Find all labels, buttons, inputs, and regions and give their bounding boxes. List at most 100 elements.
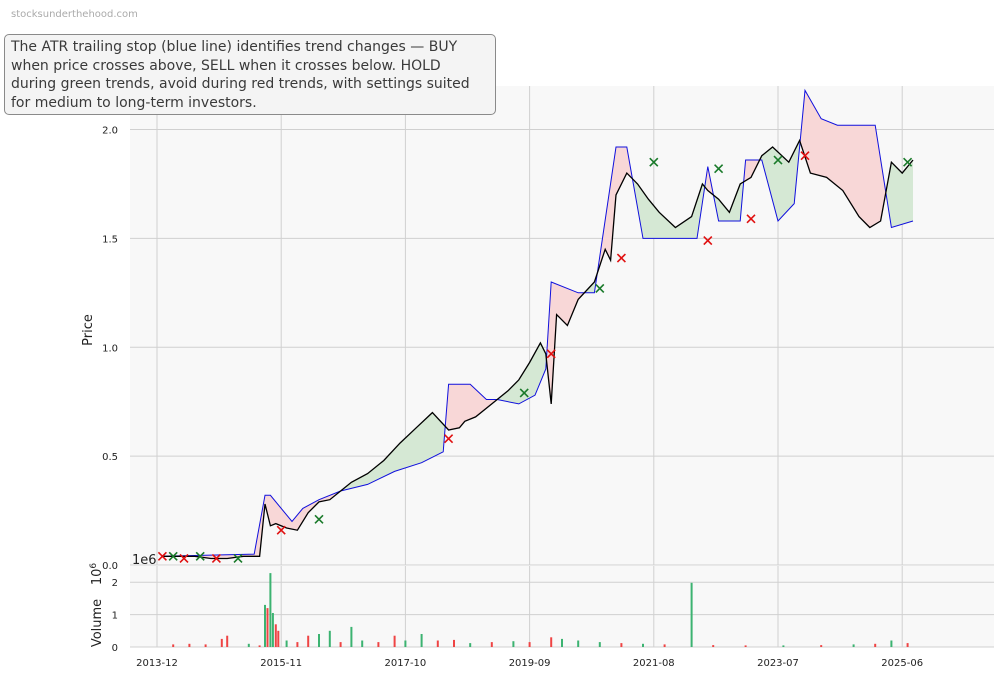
sell-signal-marker	[211, 553, 221, 564]
volume-bar	[277, 630, 280, 647]
buy-signal-marker	[773, 155, 783, 165]
volume-bar	[274, 624, 277, 647]
volume-bar	[782, 645, 785, 647]
sell-marker-stroke	[211, 553, 221, 564]
sell-signal-marker	[546, 349, 556, 359]
buy-signal-marker	[714, 164, 724, 174]
date-tick-label: 2019-09	[509, 658, 551, 669]
volume-bar	[874, 643, 877, 647]
volume-bar	[393, 635, 396, 647]
volume-bar	[271, 613, 274, 647]
volume-unit-base: 10	[90, 569, 105, 586]
sell-marker-stroke	[179, 553, 189, 564]
price-tick-label: 1.5	[102, 234, 118, 245]
buy-signal-marker	[649, 157, 659, 167]
volume-bar	[469, 643, 472, 647]
bearish-trend-fill	[744, 157, 761, 182]
volume-unit-label: 106	[89, 563, 105, 586]
volume-bar	[220, 638, 223, 647]
sell-signal-marker	[746, 214, 756, 224]
volume-bar	[744, 645, 747, 647]
volume-bar	[420, 634, 423, 647]
bearish-trend-fill	[800, 92, 887, 228]
buy-marker-stroke	[233, 553, 243, 564]
buy-signal-marker	[195, 551, 205, 561]
buy-signal-marker	[595, 283, 605, 294]
sell-marker-stroke	[157, 551, 167, 561]
bearish-trend-fill	[445, 384, 499, 430]
volume-bar	[264, 604, 266, 647]
bullish-trend-fill	[633, 174, 707, 239]
buy-marker-stroke	[314, 514, 324, 524]
volume-panel-background	[130, 566, 994, 647]
volume-axis-label: Volume	[90, 599, 105, 647]
volume-bar	[188, 643, 191, 647]
volume-bar	[690, 582, 693, 647]
volume-bar	[490, 642, 493, 647]
volume-bar	[436, 640, 439, 647]
buy-signal-marker	[233, 553, 243, 564]
sell-marker-stroke	[746, 214, 756, 224]
volume-tick-label: 0	[112, 643, 118, 654]
volume-bar	[663, 644, 666, 647]
volume-bar	[906, 643, 909, 647]
buy-marker-stroke	[649, 157, 659, 167]
axis-labels: 0.0 0.5 1.0 1.5 2.0 0 1 2 2013-12 2015-11 2017-10 2…	[102, 126, 923, 669]
volume-bar	[247, 643, 250, 647]
volume-bar	[453, 639, 455, 647]
bearish-trend-fill	[547, 282, 585, 401]
volume-bar	[377, 642, 380, 647]
buy-marker-stroke	[195, 551, 205, 561]
volume-bar	[577, 640, 580, 647]
sell-signal-marker	[157, 551, 167, 561]
volume-bar	[269, 573, 272, 647]
volume-bar	[712, 645, 715, 647]
volume-bar	[642, 643, 644, 647]
buy-signal-marker	[314, 514, 324, 524]
volume-bar	[598, 642, 601, 647]
buy-marker-stroke	[903, 157, 913, 167]
volume-bar	[550, 637, 553, 647]
volume-bar	[404, 640, 407, 647]
sell-marker-stroke	[276, 525, 286, 535]
sell-marker-stroke	[546, 349, 556, 359]
volume-bar	[528, 642, 531, 647]
volume-bar	[512, 641, 515, 647]
buy-marker-stroke	[168, 551, 178, 561]
buy-marker-stroke	[595, 283, 605, 294]
bullish-trend-fill	[340, 412, 446, 491]
date-tick-label: 2023-07	[757, 658, 799, 669]
sell-signal-marker	[276, 525, 286, 535]
sell-marker-stroke	[444, 434, 454, 444]
sell-signal-marker	[179, 553, 189, 564]
bullish-trend-fill	[714, 176, 745, 221]
atr-stop-line	[162, 88, 914, 557]
volume-bar	[172, 644, 175, 647]
bullish-trend-fill	[584, 270, 598, 293]
volume-bar	[350, 626, 353, 647]
sell-marker-stroke	[800, 151, 810, 161]
sell-signal-marker	[444, 434, 454, 444]
volume-tick-label: 1	[112, 611, 118, 622]
volume-bar	[890, 640, 893, 647]
buy-signal-marker	[168, 551, 178, 561]
volume-bar	[852, 644, 855, 647]
bullish-trend-fill	[886, 160, 913, 228]
volume-bar	[328, 630, 331, 647]
volume-offset-text: 1e6	[132, 553, 157, 568]
watermark-text: stocksunderthehood.com	[11, 9, 138, 20]
price-axis-label: Price	[81, 314, 96, 346]
price-tick-label: 0.5	[102, 452, 118, 463]
buy-signal-marker	[519, 388, 529, 398]
price-tick-label: 1.0	[102, 343, 118, 354]
date-tick-label: 2015-11	[260, 658, 302, 669]
volume-bar	[296, 642, 299, 647]
price-line	[162, 138, 914, 560]
volume-bar	[820, 645, 823, 647]
sell-signal-marker	[800, 151, 810, 161]
buy-marker-stroke	[773, 155, 783, 165]
date-tick-label: 2013-12	[136, 658, 178, 669]
volume-bar	[318, 634, 320, 647]
volume-unit-exponent: 6	[89, 563, 99, 569]
